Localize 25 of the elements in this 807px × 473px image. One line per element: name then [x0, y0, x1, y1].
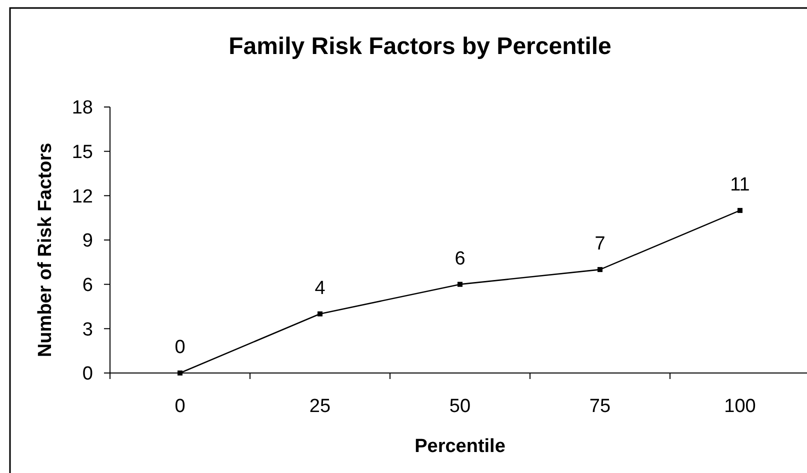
point: [598, 267, 602, 272]
data-label: 11: [730, 174, 750, 196]
data-label: 7: [594, 234, 606, 255]
x-tick-label: 75: [589, 396, 611, 417]
x-axis-title: Percentile: [414, 436, 506, 457]
chart-title: Family Risk Factors by Percentile: [228, 33, 612, 60]
y-tick-label: 0: [82, 364, 93, 385]
x-tick-label: 0: [174, 396, 186, 417]
point: [178, 370, 182, 376]
y-tick-label: 18: [72, 98, 93, 119]
x-tick-label: 50: [449, 396, 471, 417]
x-tick-label: 25: [309, 396, 331, 417]
data-label: 6: [454, 248, 466, 270]
y-tick-label: 6: [82, 274, 93, 296]
x-tick-label: 100: [724, 396, 756, 417]
y-tick-label: 9: [82, 230, 93, 252]
y-tick-label: 15: [72, 142, 93, 163]
data-label: 4: [314, 278, 326, 299]
point: [318, 311, 322, 316]
y-tick-label: 12: [72, 186, 93, 208]
y-tick-label: 3: [82, 319, 93, 340]
point: [738, 208, 742, 213]
point: [458, 282, 462, 287]
data-label: 0: [174, 337, 186, 358]
y-axis-title: Number of Risk Factors: [35, 142, 56, 358]
